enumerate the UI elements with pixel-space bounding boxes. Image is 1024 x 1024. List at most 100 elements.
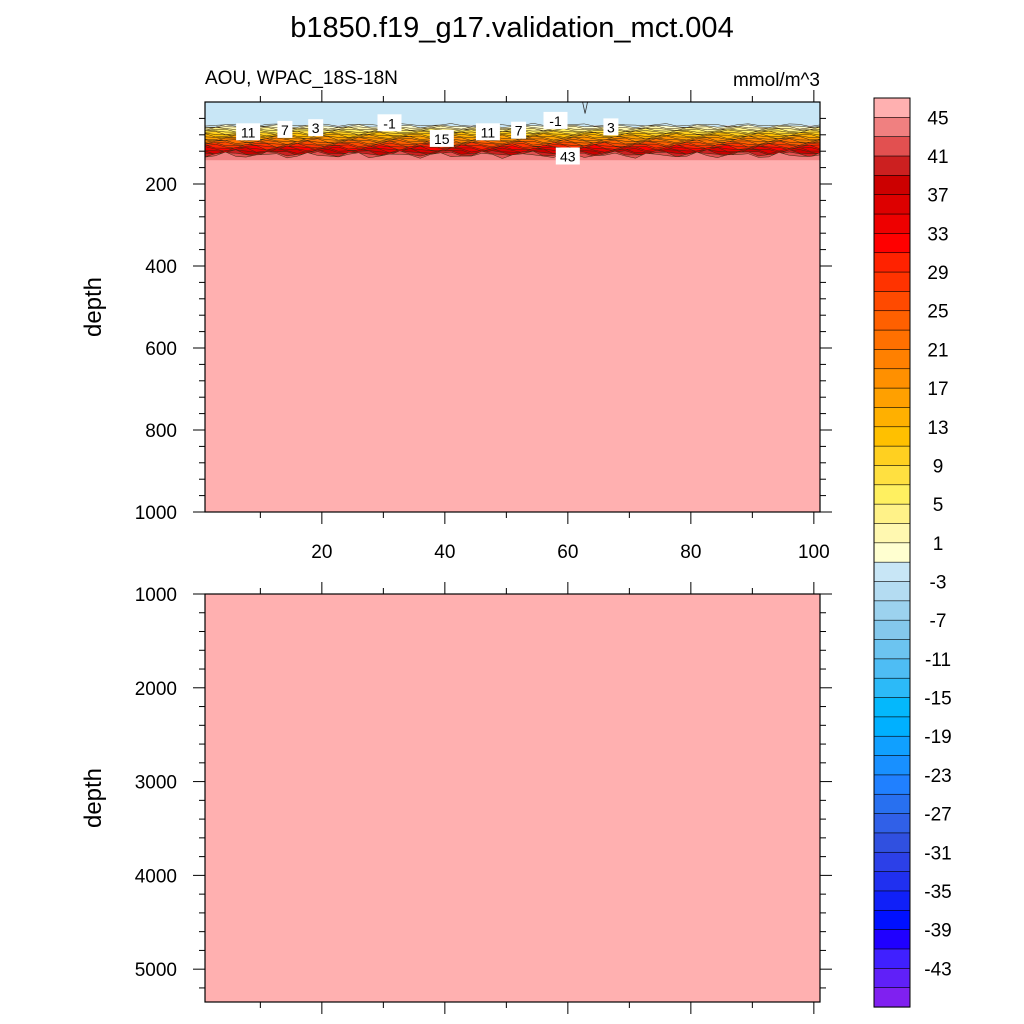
contour-label-box bbox=[543, 111, 568, 129]
colorbar-box bbox=[873, 484, 911, 505]
contour-label-box bbox=[429, 129, 454, 147]
colorbar-box bbox=[873, 677, 911, 699]
colorbar-label: 21 bbox=[927, 340, 948, 361]
x-tick-label: 80 bbox=[680, 542, 701, 563]
contour-label-text: 7 bbox=[515, 123, 523, 139]
colorbar-label: -43 bbox=[924, 959, 951, 980]
surface-dip-contour bbox=[582, 101, 588, 114]
colorbar-box bbox=[873, 426, 911, 447]
colorbar-box bbox=[873, 387, 911, 409]
y-axis-label: depth bbox=[80, 768, 107, 828]
lower-fill-region bbox=[205, 594, 820, 1002]
upper-panel: 11 7 3 -1 15 11 7 -1 43 3 200 400 600 800 1000 20 40 60 80… bbox=[80, 90, 832, 563]
colorbar-label: 29 bbox=[927, 263, 948, 284]
contour-label: 7 bbox=[277, 120, 293, 138]
surface-fill-region bbox=[205, 102, 820, 126]
colorbar-label: -39 bbox=[924, 921, 951, 942]
contour-label-box bbox=[555, 147, 580, 165]
contour-label: 15 bbox=[429, 129, 454, 147]
colorbar-box bbox=[873, 871, 911, 892]
colorbar-box bbox=[873, 233, 911, 254]
contour-label-text: 11 bbox=[481, 124, 496, 140]
colorbar-box bbox=[873, 716, 911, 737]
contour-label-text: 7 bbox=[281, 122, 289, 138]
colorbar-box bbox=[873, 581, 911, 602]
colorbar-box bbox=[873, 252, 911, 273]
colorbar-box bbox=[873, 890, 911, 911]
colorbar-box bbox=[873, 735, 911, 757]
colorbar-box bbox=[873, 561, 911, 583]
colorbar-box bbox=[873, 774, 911, 795]
panel-subtitle-right: mmol/m^3 bbox=[733, 70, 820, 91]
colorbar-box bbox=[873, 445, 911, 467]
colorbar-label: -27 bbox=[924, 805, 951, 826]
colorbar-box bbox=[873, 542, 911, 563]
x-tick-label: 40 bbox=[434, 542, 455, 563]
contour-label: 3 bbox=[603, 118, 619, 136]
colorbar-box bbox=[873, 813, 911, 834]
y-tick-label: 1000 bbox=[135, 585, 177, 606]
x-tick-label: 100 bbox=[798, 542, 830, 563]
colorbar-box bbox=[873, 909, 911, 931]
contour-label-box bbox=[377, 114, 402, 132]
lower-panel: 1000 2000 3000 4000 5000 depth bbox=[80, 582, 832, 1014]
contour-label: -1 bbox=[543, 111, 568, 129]
colorbar-box bbox=[873, 194, 911, 215]
contour-label-box bbox=[511, 121, 527, 139]
y-tick-label: 4000 bbox=[135, 866, 177, 887]
colorbar-box bbox=[873, 851, 911, 873]
contour-label-text: -1 bbox=[383, 115, 396, 131]
colorbar-box bbox=[873, 697, 911, 718]
figure-title: b1850.f19_g17.validation_mct.004 bbox=[290, 12, 733, 44]
colorbar-box bbox=[873, 271, 911, 293]
contour-label-text: 3 bbox=[312, 120, 320, 136]
colorbar-label: 1 bbox=[933, 534, 944, 555]
contour-label: 7 bbox=[511, 121, 527, 139]
colorbar-box bbox=[873, 948, 911, 969]
upper-frame bbox=[204, 101, 821, 513]
colorbar-label: 17 bbox=[927, 379, 948, 400]
x-tick-label: 20 bbox=[311, 542, 332, 563]
contour-label-box bbox=[277, 120, 293, 138]
contour-label: -1 bbox=[377, 114, 402, 132]
colorbar-label: -11 bbox=[925, 650, 951, 671]
colorbar-box bbox=[873, 503, 911, 525]
colorbar-box bbox=[873, 755, 911, 776]
colorbar-label: 33 bbox=[927, 224, 948, 245]
colorbar-label: -31 bbox=[924, 843, 951, 864]
colorbar-box bbox=[873, 619, 911, 641]
y-tick-label: 200 bbox=[145, 175, 177, 196]
contour-label: 3 bbox=[308, 119, 324, 137]
contour-label-box bbox=[603, 118, 619, 136]
y-tick-label: 2000 bbox=[135, 679, 177, 700]
contour-label-box bbox=[308, 119, 324, 137]
colorbar-label: -19 bbox=[924, 727, 951, 748]
x-tick-label: 60 bbox=[557, 542, 578, 563]
contour-label: 11 bbox=[475, 123, 500, 141]
y-tick-label: 1000 bbox=[135, 503, 177, 524]
y-tick-label: 3000 bbox=[135, 773, 177, 794]
colorbar-box bbox=[873, 929, 911, 950]
colorbar-box bbox=[873, 310, 911, 331]
colorbar-box bbox=[873, 136, 911, 157]
colorbar-label: 41 bbox=[927, 147, 948, 168]
colorbar-label: -15 bbox=[924, 689, 951, 710]
colorbar: 45 41 37 33 29 25 21 17 13 9 5 1 -3 -7 -11 -15 -19 -23 -27… bbox=[873, 97, 952, 1008]
y-tick-label: 5000 bbox=[135, 960, 177, 981]
colorbar-label: 5 bbox=[933, 495, 944, 516]
colorbar-box bbox=[873, 291, 911, 312]
y-tick-label: 400 bbox=[145, 257, 177, 278]
colorbar-box bbox=[873, 97, 911, 118]
colorbar-box bbox=[873, 368, 911, 389]
contour-label-text: 3 bbox=[607, 119, 615, 135]
colorbar-box bbox=[873, 987, 911, 1008]
contour-label-text: -1 bbox=[549, 113, 562, 129]
colorbar-label: 45 bbox=[927, 108, 948, 129]
colorbar-box bbox=[873, 658, 911, 679]
contour-label-text: 15 bbox=[434, 131, 450, 147]
deep-fill-lower bbox=[205, 160, 820, 512]
colorbar-box bbox=[873, 349, 911, 370]
contour-label-text: 43 bbox=[560, 149, 576, 165]
y-tick-label: 800 bbox=[145, 421, 177, 442]
